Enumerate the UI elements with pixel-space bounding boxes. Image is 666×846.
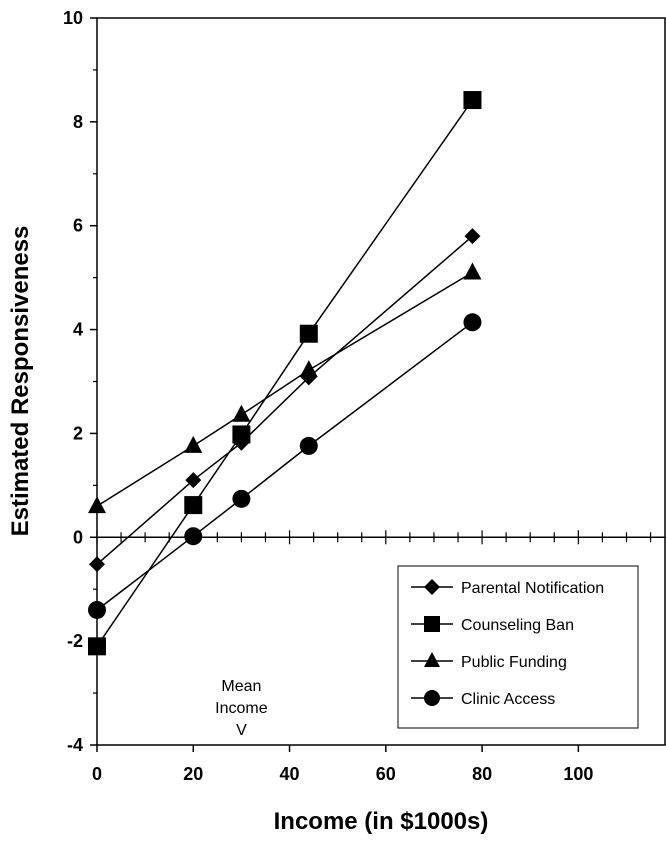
x-tick-label: 100: [563, 764, 593, 784]
legend-item: Counseling Ban: [411, 616, 574, 634]
legend-item: Public Funding: [411, 652, 567, 671]
series-line: [96, 271, 473, 507]
legend-label: Counseling Ban: [461, 617, 574, 634]
y-tick-label: 2: [73, 423, 83, 443]
y-tick-label: -4: [67, 735, 83, 755]
circle-marker: [184, 527, 203, 546]
square-marker: [184, 496, 203, 515]
square-marker: [299, 324, 318, 343]
circle-marker: [88, 600, 106, 619]
x-tick-label: 0: [92, 764, 102, 784]
x-tick-label: 40: [280, 764, 300, 784]
legend-circle-marker: [424, 690, 440, 706]
series-square: [88, 91, 482, 656]
x-axis-ticks: [96, 745, 580, 752]
annotation-line: Income: [215, 700, 268, 717]
series-circle: [88, 313, 482, 619]
legend-triangle-marker: [424, 652, 440, 667]
y-tick-label: 10: [63, 8, 83, 28]
legend-square-marker: [424, 616, 440, 632]
x-tick-label: 80: [472, 764, 492, 784]
x-axis-title: Income (in $1000s): [274, 808, 489, 835]
y-tick-label: 0: [73, 527, 83, 547]
triangle-marker: [184, 435, 203, 453]
y-tick-label: 6: [73, 216, 83, 236]
series-diamond: [89, 228, 481, 573]
series-group: [88, 91, 482, 656]
circle-marker: [463, 313, 482, 332]
y-tick-label: 8: [73, 112, 83, 132]
circle-marker: [232, 489, 251, 508]
mean-income-annotation: Mean Income V: [215, 678, 268, 739]
x-tick-labels: 0 20 40 60 80 100: [92, 764, 593, 784]
x-tick-label: 20: [183, 764, 203, 784]
triangle-marker: [299, 360, 318, 378]
triangle-marker: [463, 262, 482, 280]
y-tick-label: -2: [67, 631, 83, 651]
y-axis-title: Estimated Responsiveness: [7, 226, 34, 537]
square-marker: [463, 91, 482, 110]
series-triangle: [88, 262, 482, 514]
diamond-marker: [464, 228, 481, 245]
y-tick-label: 4: [73, 320, 83, 340]
annotation-line: V: [236, 722, 247, 739]
square-marker: [232, 425, 251, 444]
triangle-marker: [88, 496, 106, 514]
legend-item: Parental Notification: [411, 579, 604, 597]
zero-line-group: [96, 530, 665, 545]
legend-label: Parental Notification: [461, 580, 604, 597]
square-marker: [88, 637, 106, 656]
y-tick-labels: -4 -2 0 2 4 6 8 10: [63, 8, 83, 755]
annotation-line: Mean: [221, 678, 261, 695]
legend: Parental Notification Counseling Ban Publi…: [397, 565, 639, 729]
x-tick-label: 60: [376, 764, 396, 784]
legend-label: Clinic Access: [461, 691, 555, 708]
y-axis-ticks: [90, 17, 97, 746]
series-line: [96, 99, 474, 647]
series-line: [96, 235, 473, 565]
diamond-marker: [185, 472, 202, 489]
legend-diamond-marker: [424, 579, 440, 595]
legend-label: Public Funding: [461, 654, 567, 671]
circle-marker: [299, 436, 318, 455]
diamond-marker: [89, 556, 105, 573]
triangle-marker: [232, 404, 251, 422]
legend-item: Clinic Access: [411, 690, 555, 708]
